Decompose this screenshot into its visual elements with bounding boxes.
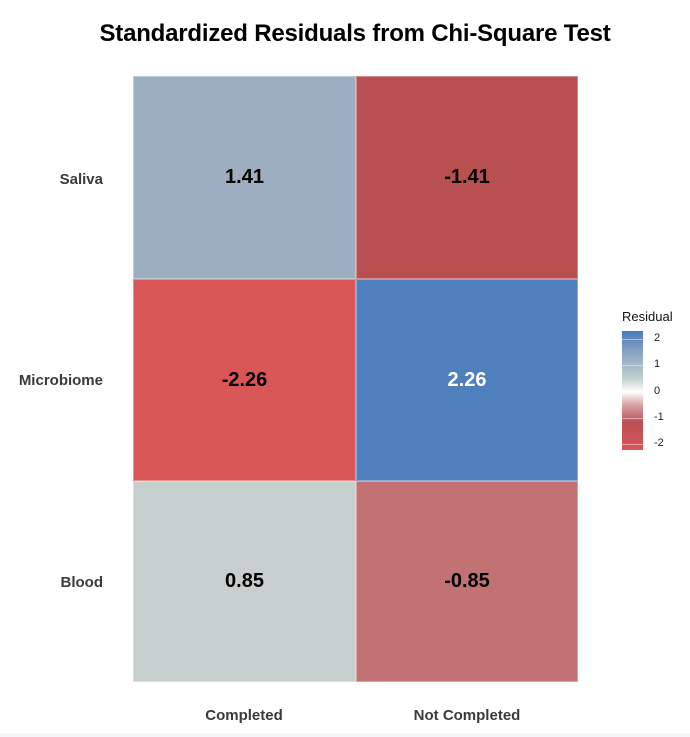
- legend-tick-mark: [622, 418, 643, 419]
- legend-tick-mark: [622, 365, 643, 366]
- y-axis-label-blood: Blood: [60, 574, 104, 591]
- heatmap-cell-blood-not-completed: -0.85: [356, 481, 578, 682]
- legend-tick-label: -1: [654, 411, 664, 423]
- legend-tick-mark: [622, 444, 643, 445]
- legend-tick-label: 2: [654, 332, 661, 344]
- legend-tick-mark: [622, 339, 643, 340]
- legend-tick-mark: [622, 392, 643, 393]
- heatmap-cell-saliva-not-completed: -1.41: [356, 76, 578, 279]
- legend-tick-label: 0: [654, 385, 661, 397]
- heatmap-cell-blood-completed: 0.85: [133, 481, 356, 682]
- y-axis-label-microbiome: Microbiome: [18, 372, 103, 389]
- heatmap-cell-microbiome-not-completed: 2.26: [356, 279, 578, 481]
- heatmap-cell-microbiome-completed: -2.26: [133, 279, 356, 481]
- legend-colorbar: [622, 331, 643, 450]
- legend-title: Residual: [622, 309, 673, 324]
- x-axis-label-completed: Completed: [205, 707, 283, 724]
- y-axis-label-saliva: Saliva: [59, 171, 103, 188]
- heatmap-cell-saliva-completed: 1.41: [133, 76, 356, 279]
- x-axis-label-not-completed: Not Completed: [413, 707, 521, 724]
- chart-title: Standardized Residuals from Chi-Square T…: [99, 20, 611, 47]
- heatmap-plot-area: 1.41 -1.41 -2.26 2.26 0.85 -0.85: [133, 76, 578, 682]
- legend-tick-label: -2: [654, 437, 664, 449]
- bottom-edge-strip: [0, 733, 690, 737]
- legend-tick-label: 1: [654, 358, 661, 370]
